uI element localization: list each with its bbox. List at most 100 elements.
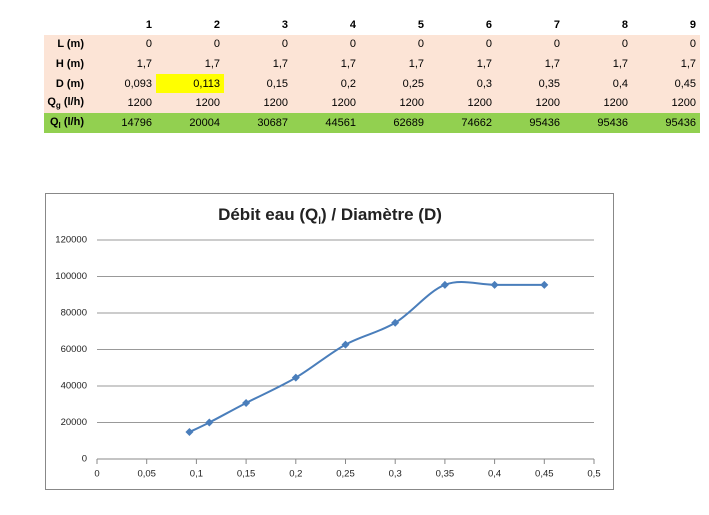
- table-cell: 1,7: [360, 54, 428, 74]
- table-cell: 0: [292, 34, 360, 55]
- x-tick-label: 0,2: [289, 469, 302, 480]
- table-cell: 0: [224, 34, 292, 55]
- y-tick-label: 20000: [61, 417, 87, 428]
- column-header: 7: [553, 18, 560, 31]
- table-cell: 1,7: [496, 54, 564, 74]
- data-point: [440, 280, 449, 289]
- table-cell: 1,7: [224, 54, 292, 74]
- table-cell: 1200: [496, 93, 564, 113]
- x-tick-label: 0,05: [137, 469, 156, 480]
- x-tick-label: 0,4: [488, 469, 501, 480]
- table-cell: 14796: [88, 112, 156, 133]
- table-cell: 0,113: [156, 73, 224, 94]
- data-point: [540, 280, 549, 289]
- table-cell: 1200: [292, 93, 360, 113]
- data-point: [391, 318, 400, 327]
- x-tick-label: 0,15: [237, 469, 256, 480]
- label-unit: (l/h): [60, 115, 84, 128]
- x-tick-label: 0,5: [587, 469, 600, 480]
- row-label: H (m): [44, 54, 88, 74]
- table-cell: 0: [496, 34, 564, 55]
- row-label: Qg (l/h): [44, 93, 88, 113]
- table-cell: 1200: [224, 93, 292, 113]
- table-cell: 1200: [360, 93, 428, 113]
- data-point: [242, 398, 251, 407]
- chart-frame: [45, 193, 614, 490]
- label-sub: l: [58, 120, 61, 130]
- table-cell: 0,25: [360, 73, 428, 94]
- table-row: H (m) 1,7 1,7 1,7 1,7 1,7 1,7 1,7 1,7 1,7: [44, 54, 700, 74]
- column-header: 3: [281, 18, 288, 31]
- table-cell: 0,15: [224, 73, 292, 94]
- table-cell: 0: [428, 34, 496, 55]
- data-point: [341, 340, 350, 349]
- table-cell: 1,7: [428, 54, 496, 74]
- column-header: 2: [213, 18, 220, 31]
- table-cell: 1,7: [564, 54, 632, 74]
- table-cell: 0: [156, 34, 224, 55]
- column-header: 1: [145, 18, 152, 31]
- table-cell: 0: [88, 34, 156, 55]
- column-header: 6: [485, 18, 492, 31]
- data-point: [291, 373, 300, 382]
- chart-title: Débit eau (Ql) / Diamètre (D): [218, 205, 442, 226]
- table-cell: 0,093: [88, 73, 156, 94]
- table-cell: 95436: [632, 112, 700, 133]
- data-point: [185, 427, 194, 436]
- row-label: Ql (l/h): [44, 112, 88, 133]
- table-cell: 1,7: [88, 54, 156, 74]
- data-point: [490, 280, 499, 289]
- table-cell: 0: [564, 34, 632, 55]
- header-row: 1 2 3 4 5 6 7 8 9: [44, 15, 700, 35]
- table-cell: 44561: [292, 112, 360, 133]
- y-tick-label: 0: [82, 454, 87, 465]
- x-tick-label: 0,35: [436, 469, 455, 480]
- table-cell: 1,7: [292, 54, 360, 74]
- table-cell: 1,7: [156, 54, 224, 74]
- column-header: 9: [689, 18, 696, 31]
- table-cell: 95436: [496, 112, 564, 133]
- label-sub: g: [55, 101, 61, 111]
- table-cell: 0,35: [496, 73, 564, 94]
- table-cell: 1200: [156, 93, 224, 113]
- table-row: L (m) 0 0 0 0 0 0 0 0 0: [44, 34, 700, 55]
- table-cell: 1,7: [632, 54, 700, 74]
- table-cell: 0,3: [428, 73, 496, 94]
- title-rest: ) / Diamètre (D): [321, 205, 442, 224]
- x-tick-label: 0: [94, 469, 99, 480]
- table-cell: 30687: [224, 112, 292, 133]
- column-header: 8: [621, 18, 628, 31]
- label-main: Q: [47, 96, 56, 109]
- table-cell: 1200: [428, 93, 496, 113]
- table-row: Ql (l/h) 14796 20004 30687 44561 62689 74662 95…: [44, 112, 700, 133]
- y-tick-label: 60000: [61, 344, 87, 355]
- table-cell: 20004: [156, 112, 224, 133]
- table-cell: 0,45: [632, 73, 700, 94]
- title-main: Débit eau (Q: [218, 205, 318, 224]
- x-tick-label: 0,1: [190, 469, 203, 480]
- data-point: [205, 418, 214, 427]
- table-cell: 0,2: [292, 73, 360, 94]
- table-cell: 0,4: [564, 73, 632, 94]
- label-unit: (l/h): [60, 96, 84, 109]
- table-cell: 0: [360, 34, 428, 55]
- row-label: D (m): [44, 73, 88, 94]
- table-cell: 0: [632, 34, 700, 55]
- table-cell: 62689: [360, 112, 428, 133]
- y-tick-label: 120000: [55, 235, 87, 246]
- x-tick-label: 0,45: [535, 469, 554, 480]
- title-sub: l: [318, 216, 321, 227]
- column-header: 5: [417, 18, 424, 31]
- y-tick-label: 40000: [61, 381, 87, 392]
- table-row: Qg (l/h) 1200 1200 1200 1200 1200 1200 1200 1200…: [44, 93, 700, 113]
- y-tick-label: 80000: [61, 308, 87, 319]
- y-tick-label: 100000: [55, 271, 87, 282]
- label-main: Q: [49, 115, 59, 128]
- column-header: 4: [349, 18, 356, 31]
- row-label: L (m): [44, 34, 88, 55]
- table-cell: 1200: [632, 93, 700, 113]
- x-tick-label: 0,25: [336, 469, 355, 480]
